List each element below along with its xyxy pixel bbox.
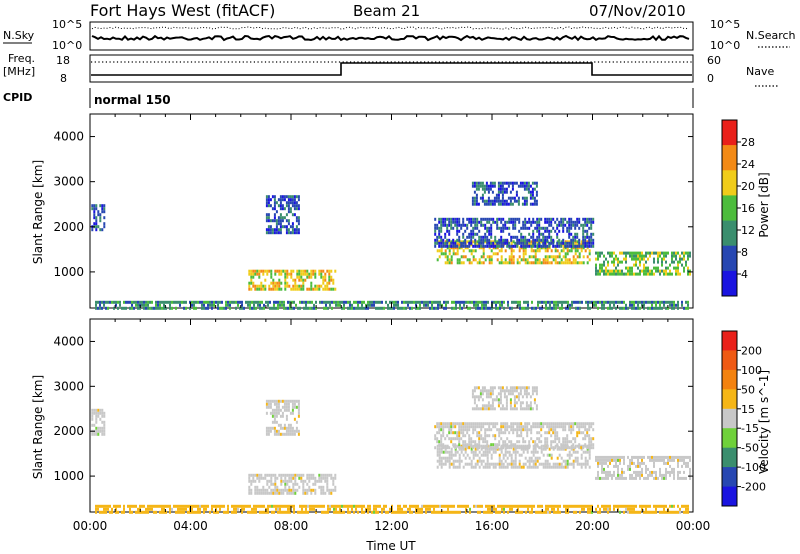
velocity-ylabel: Slant Range [km] xyxy=(31,375,45,479)
colorbar-swatch xyxy=(722,350,737,371)
freq-label-line1: Freq. xyxy=(8,52,35,65)
colorbar-tick-label: 4 xyxy=(741,268,748,281)
colorbar-tick-label: 28 xyxy=(741,136,755,149)
time-tick-label: 00:00 xyxy=(676,519,711,533)
colorbar-tick-label: -200 xyxy=(741,481,766,494)
colorbar-tick-label: 8 xyxy=(741,246,748,259)
freq-tick-top: 18 xyxy=(56,54,70,67)
velocity-echo-region xyxy=(91,408,106,436)
time-tick-label: 00:00 xyxy=(73,519,108,533)
colorbar-tick-label: -100 xyxy=(741,461,766,474)
colorbar-tick-label: 24 xyxy=(741,158,755,171)
cpid-mode-text: normal 150 xyxy=(94,93,171,107)
nsky-line xyxy=(91,34,690,42)
colorbar-tick-label: 20 xyxy=(741,180,755,193)
power-plot-frame xyxy=(89,113,694,309)
colorbar-tick-label: 16 xyxy=(741,202,755,215)
colorbar-swatch xyxy=(722,195,737,221)
velocity-plot-frame xyxy=(89,318,694,513)
date-title: 07/Nov/2010 xyxy=(589,2,686,20)
velocity-echo-region xyxy=(95,504,689,514)
power-echo-region xyxy=(595,251,691,276)
freq-panel-frame xyxy=(89,54,694,83)
station-title: Fort Hays West (fitACF) xyxy=(90,1,275,20)
nsearch-label: N.Search xyxy=(746,29,796,42)
velocity-colorbar: 200 100 50 15 -15 -50 -100 -200 xyxy=(721,330,766,507)
time-axis-label: Time UT xyxy=(365,539,416,553)
colorbar-tick-label: 12 xyxy=(741,224,755,237)
colorbar-swatch xyxy=(722,467,737,487)
power-ytick-label: 3000 xyxy=(53,175,84,189)
colorbar-swatch xyxy=(722,270,737,297)
velocity-ytick-label: 2000 xyxy=(53,424,84,438)
colorbar-swatch xyxy=(722,331,737,351)
velocity-ytick-label: 1000 xyxy=(53,469,84,483)
power-colorbar: 28 24 20 16 12 8 4 xyxy=(721,119,755,297)
nsky-tick-top: 10^5 xyxy=(52,18,82,31)
freq-tick-bottom: 8 xyxy=(60,72,67,85)
power-ytick-label: 4000 xyxy=(53,130,84,144)
colorbar-tick-label: -15 xyxy=(741,422,759,435)
power-ytick-label: 1000 xyxy=(53,265,84,279)
velocity-echo-region xyxy=(248,473,337,495)
beam-title: Beam 21 xyxy=(353,2,420,20)
colorbar-swatch xyxy=(722,120,737,146)
time-tick-label: 12:00 xyxy=(374,519,409,533)
colorbar-swatch xyxy=(722,428,737,449)
colorbar-tick-label: 200 xyxy=(741,344,762,357)
colorbar-tick-label: 15 xyxy=(741,403,755,416)
time-tick-label: 08:00 xyxy=(274,519,309,533)
power-echo-region xyxy=(265,195,300,235)
colorbar-tick-label: 50 xyxy=(741,383,755,396)
freq-series xyxy=(91,62,692,76)
time-tick-label: 04:00 xyxy=(173,519,208,533)
velocity-echo-region xyxy=(471,386,538,411)
colorbar-swatch xyxy=(722,245,737,272)
nsearch-tick-bottom: 10^0 xyxy=(710,39,740,52)
power-panel: 1000 2000 3000 4000 xyxy=(53,113,694,310)
nsearch-line xyxy=(91,26,690,30)
velocity-ytick-label: 4000 xyxy=(53,334,84,348)
colorbar-frame xyxy=(721,330,738,507)
colorbar-swatch xyxy=(722,408,737,429)
velocity-panel: 1000 2000 3000 4000 00:00 04:00 08:00 12:00 16:0… xyxy=(53,318,711,533)
colorbar-tick-label: -50 xyxy=(741,442,759,455)
power-echo-region xyxy=(95,300,689,310)
nsearch-tick-top: 10^5 xyxy=(710,18,740,31)
nave-tick-bottom: 0 xyxy=(707,72,714,85)
nsky-panel-frame xyxy=(89,21,694,51)
power-echo-region xyxy=(471,181,538,206)
colorbar-swatch xyxy=(722,389,737,410)
power-ytick-label: 2000 xyxy=(53,220,84,234)
colorbar-swatch xyxy=(722,170,737,196)
colorbar-swatch xyxy=(722,369,737,390)
nave-label: Nave xyxy=(746,65,774,78)
power-echo-region xyxy=(434,217,595,248)
colorbar-swatch xyxy=(722,486,737,507)
cpid-label: CPID xyxy=(3,91,32,104)
velocity-echo-region xyxy=(434,422,595,450)
velocity-echo-region xyxy=(265,399,300,436)
colorbar-swatch xyxy=(722,220,737,247)
colorbar-tick-label: 100 xyxy=(741,364,762,377)
nave-tick-top: 60 xyxy=(707,54,721,67)
nsky-label: N.Sky xyxy=(3,29,35,42)
velocity-echo-region xyxy=(436,444,591,469)
colorbar-swatch xyxy=(722,447,737,468)
nsky-tick-bottom: 10^0 xyxy=(52,39,82,52)
velocity-colorbar-label: Velocity [m s^-1] xyxy=(757,370,771,474)
freq-label-line2: [MHz] xyxy=(3,65,35,78)
velocity-echo-region xyxy=(595,455,691,480)
power-ylabel: Slant Range [km] xyxy=(31,160,45,264)
colorbar-swatch xyxy=(722,145,737,171)
velocity-ytick-label: 3000 xyxy=(53,379,84,393)
time-tick-label: 16:00 xyxy=(475,519,510,533)
time-tick-label: 20:00 xyxy=(575,519,610,533)
nsky-series xyxy=(91,26,690,42)
power-echo-region xyxy=(248,269,337,291)
power-colorbar-label: Power [dB] xyxy=(757,172,771,237)
